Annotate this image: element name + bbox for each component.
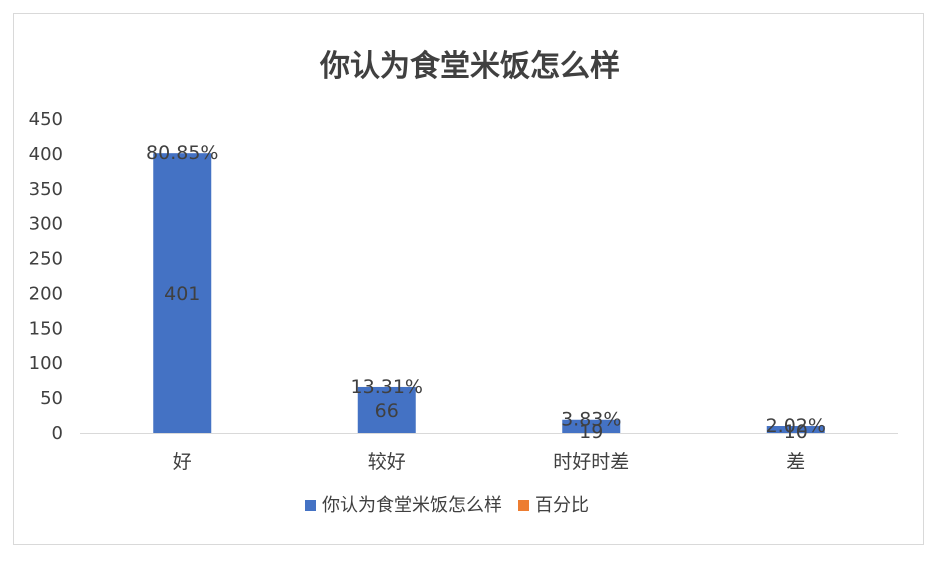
value-label: 66 bbox=[375, 400, 399, 422]
category-labels: 好 较好 时好时差 差 bbox=[173, 451, 806, 473]
bar-1 bbox=[357, 386, 416, 433]
percent-label: 13.31% bbox=[351, 376, 423, 398]
bar-0 bbox=[153, 153, 212, 434]
y-tick-label: 200 bbox=[29, 283, 63, 304]
y-tick-label: 450 bbox=[29, 109, 63, 130]
bar-2 bbox=[562, 419, 621, 433]
category-label: 较好 bbox=[368, 451, 406, 473]
category-label: 差 bbox=[786, 451, 805, 473]
y-tick-label: 150 bbox=[29, 318, 63, 339]
legend-swatch bbox=[305, 500, 316, 511]
percent-label: 80.85% bbox=[146, 142, 218, 164]
value-label: 401 bbox=[164, 283, 200, 305]
y-tick-label: 50 bbox=[40, 388, 63, 409]
percent-label: 3.83% bbox=[561, 409, 621, 431]
percent-label: 2.02% bbox=[766, 415, 826, 437]
category-label: 时好时差 bbox=[553, 451, 629, 473]
legend-label: 百分比 bbox=[535, 495, 589, 516]
y-tick-label: 400 bbox=[29, 144, 63, 165]
y-tick-label: 350 bbox=[29, 179, 63, 200]
legend-swatch bbox=[518, 500, 529, 511]
y-tick-label: 300 bbox=[29, 214, 63, 235]
category-label: 好 bbox=[173, 451, 192, 473]
y-tick-label: 250 bbox=[29, 249, 63, 270]
legend: 你认为食堂米饭怎么样 百分比 bbox=[305, 495, 589, 516]
value-label: 19 bbox=[579, 421, 603, 443]
value-label: 10 bbox=[784, 421, 808, 443]
chart-title: 你认为食堂米饭怎么样 bbox=[319, 49, 620, 84]
y-axis-ticks: 0 50 100 150 200 250 300 350 400 450 bbox=[29, 109, 63, 444]
y-tick-label: 0 bbox=[52, 423, 63, 444]
bar-3 bbox=[766, 426, 825, 433]
legend-label: 你认为食堂米饭怎么样 bbox=[322, 495, 502, 516]
y-tick-label: 100 bbox=[29, 353, 63, 374]
